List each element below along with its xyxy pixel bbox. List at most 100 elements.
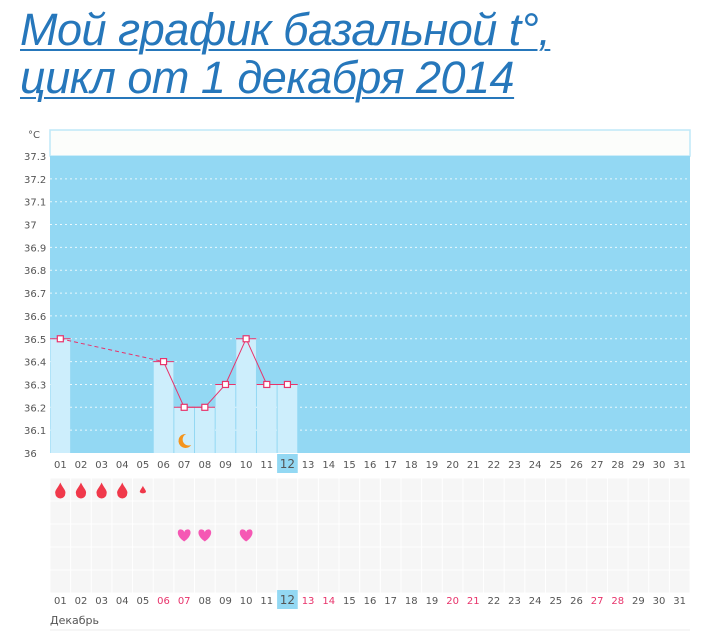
symbol-cell <box>153 570 174 593</box>
symbol-cell <box>669 547 690 570</box>
bottom-day-label: 10 <box>240 596 253 607</box>
bottom-day-label: 27 <box>591 596 604 607</box>
y-tick-label: 36.2 <box>24 403 46 414</box>
symbol-cell <box>195 570 215 593</box>
y-tick-label: 37 <box>24 221 37 232</box>
symbol-cell <box>360 524 380 547</box>
symbol-cell <box>133 501 153 524</box>
symbol-cell <box>318 478 339 501</box>
bottom-day-label: 30 <box>653 596 666 607</box>
y-tick-label: 36.3 <box>24 380 46 391</box>
symbol-cell <box>566 501 587 524</box>
symbol-cell <box>649 570 669 593</box>
symbol-cell <box>463 501 484 524</box>
symbol-cell <box>566 524 587 547</box>
x-tick-label: 30 <box>653 460 666 471</box>
symbol-cell <box>133 524 153 547</box>
symbol-cell <box>401 570 422 593</box>
x-tick-label: 09 <box>219 460 232 471</box>
blood-drop-icon <box>96 482 107 499</box>
symbol-cell <box>422 501 442 524</box>
bottom-day-label: 24 <box>529 596 542 607</box>
temp-bar <box>256 384 277 453</box>
x-tick-label: 03 <box>95 460 108 471</box>
symbol-cell <box>71 570 91 593</box>
x-tick-label: 17 <box>384 460 397 471</box>
bbt-chart: °C 36 36.1 36.2 36.3 36.4 36.5 36.6 36.7 36.8 36.9… <box>24 129 691 631</box>
symbol-cell <box>277 547 298 570</box>
symbol-cell <box>566 478 587 501</box>
y-tick-label: 36.4 <box>24 358 46 369</box>
x-tick-label: 21 <box>467 460 480 471</box>
symbol-cell <box>442 501 463 524</box>
highlighted-day-marker <box>277 454 298 473</box>
symbol-cell <box>566 570 587 593</box>
symbol-cell <box>339 570 360 593</box>
symbol-cell <box>422 547 442 570</box>
heart-icon <box>177 529 191 542</box>
symbol-cell <box>649 501 669 524</box>
symbol-cell <box>607 547 628 570</box>
symbol-cell <box>628 524 649 547</box>
symbol-cell <box>339 524 360 547</box>
bottom-day-label: 09 <box>219 596 232 607</box>
symbol-cell <box>339 501 360 524</box>
symbol-cell <box>484 547 504 570</box>
temp-bar <box>153 361 174 453</box>
symbol-cell <box>215 501 236 524</box>
x-tick-label: 02 <box>75 460 88 471</box>
y-tick-label: 36.1 <box>24 426 46 437</box>
title-line-2: цикл от 1 декабря 2014 <box>20 52 515 103</box>
x-tick-label: 15 <box>343 460 356 471</box>
y-tick-label: 36.8 <box>24 266 46 277</box>
symbol-cell <box>401 524 422 547</box>
symbol-cell <box>112 547 133 570</box>
blood-drop-icon <box>75 482 87 499</box>
bottom-day-label: 21 <box>467 596 480 607</box>
symbol-cell <box>545 478 566 501</box>
temp-point <box>263 380 271 389</box>
heart-icon <box>239 529 253 542</box>
bottom-day-label: 23 <box>508 596 521 607</box>
symbol-cell <box>50 570 71 593</box>
symbol-cell <box>504 478 525 501</box>
symbol-cell <box>153 478 174 501</box>
temp-bar <box>236 338 256 453</box>
symbol-cell <box>277 570 298 593</box>
symbol-cell <box>422 478 442 501</box>
temp-line-segment <box>245 338 268 385</box>
temp-bar <box>50 338 71 453</box>
symbol-cell <box>566 547 587 570</box>
symbol-cell <box>50 524 71 547</box>
symbol-cell <box>91 570 112 593</box>
bottom-day-label: 29 <box>632 596 645 607</box>
symbol-cell <box>174 478 195 501</box>
symbol-cell <box>401 547 422 570</box>
x-tick-label: 18 <box>405 460 418 471</box>
x-tick-label: 04 <box>116 460 129 471</box>
symbol-cell <box>380 524 401 547</box>
x-tick-label: 23 <box>508 460 521 471</box>
bottom-day-label: 15 <box>343 596 356 607</box>
symbol-cell <box>628 478 649 501</box>
symbol-cell <box>256 547 277 570</box>
symbol-cell <box>215 547 236 570</box>
symbol-cell <box>628 501 649 524</box>
temp-line-dashed <box>60 338 164 363</box>
bottom-day-label: 26 <box>570 596 583 607</box>
symbol-cell <box>318 547 339 570</box>
y-tick-label: 36.6 <box>24 312 46 323</box>
symbol-cell <box>463 478 484 501</box>
x-tick-label: 28 <box>611 460 624 471</box>
symbol-cell <box>649 524 669 547</box>
symbol-cell <box>277 501 298 524</box>
symbol-cell <box>71 547 91 570</box>
x-tick-label: 19 <box>426 460 439 471</box>
symbol-cell <box>318 570 339 593</box>
bottom-day-label: 11 <box>260 596 273 607</box>
symbol-cell <box>256 570 277 593</box>
y-tick-label: 36.9 <box>24 243 46 254</box>
symbol-cell <box>339 547 360 570</box>
symbol-cell <box>318 524 339 547</box>
temp-line-segment <box>204 384 226 408</box>
